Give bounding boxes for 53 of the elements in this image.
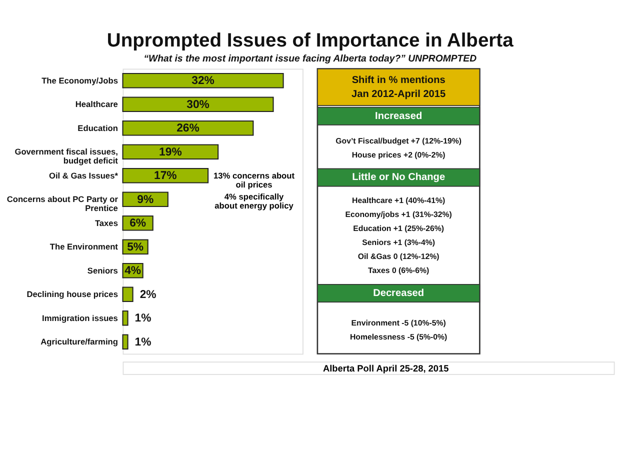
text: Homelessness -5 (5%-0%): [350, 332, 448, 342]
bar: [122, 192, 168, 208]
bar: [122, 168, 209, 184]
y-tick-label: Concerns about PC Party or Prentice: [6, 194, 119, 213]
y-tick-label: Immigration issues: [42, 312, 118, 323]
bar: [122, 144, 219, 160]
bar: [122, 96, 274, 112]
text: Education +1 (25%-26%): [353, 224, 444, 233]
text: House prices +2 (0%-2%): [352, 150, 446, 160]
text: Decreased: [373, 288, 424, 299]
y-tick-label: The Environment: [50, 242, 118, 252]
data-label: 4%: [124, 265, 142, 278]
text: Little or No Change: [352, 172, 446, 184]
data-label: 5%: [127, 241, 144, 254]
text: Shift in % mentions: [352, 74, 446, 86]
bar: [122, 310, 128, 326]
data-label: 32%: [192, 75, 214, 88]
bar: [122, 120, 254, 136]
data-label: 6%: [130, 218, 146, 230]
chart-title: Unprompted Issues of Importance in Alberta: [106, 30, 514, 52]
data-label: 1%: [134, 312, 152, 325]
bar: [122, 72, 284, 88]
text: Increased: [375, 110, 422, 122]
data-label: 9%: [137, 194, 154, 206]
y-tick-label: Seniors: [87, 265, 118, 276]
y-tick-label: Healthcare: [75, 99, 118, 110]
text: Seniors +1 (3%-4%): [362, 238, 436, 248]
y-tick-label: Taxes: [94, 218, 118, 228]
y-tick-label: Declining house prices: [26, 289, 118, 300]
data-label: 17%: [154, 170, 177, 182]
y-tick-label: Education: [78, 122, 118, 133]
data-label: 30%: [186, 98, 210, 111]
data-label: 2%: [140, 288, 156, 301]
text: Jan 2012-April 2015: [352, 88, 446, 100]
text: Taxes 0 (6%-6%): [368, 266, 430, 276]
y-tick-label: The Economy/Jobs: [42, 75, 118, 86]
y-tick-label: Oil & Gas Issues*: [48, 170, 119, 180]
y-tick-label: Government fiscal issues, budget deficit: [14, 146, 118, 166]
text: Healthcare +1 (40%-41%): [352, 196, 446, 205]
text: Gov’t Fiscal/budget +7 (12%-19%): [336, 136, 462, 146]
text: Economy/jobs +1 (31%-32%): [345, 210, 452, 219]
y-tick-label: Agriculture/farming: [40, 336, 118, 347]
text: Environment -5 (10%-5%): [351, 318, 446, 328]
bar: [122, 334, 128, 350]
text: Oil &Gas 0 (12%-12%): [358, 252, 440, 262]
data-label: 19%: [159, 146, 182, 158]
annotation: 13% concerns about oil prices: [214, 170, 295, 190]
data-label: 26%: [176, 122, 200, 135]
text: Alberta Poll April 25-28, 2015: [322, 363, 449, 374]
data-label: 1%: [134, 336, 152, 348]
bar: [122, 286, 134, 302]
text: “What is the most important issue facing Alberta today?” UNPROMPTED: [144, 54, 477, 65]
annotation: 4% specifically about energy policy: [214, 192, 294, 210]
